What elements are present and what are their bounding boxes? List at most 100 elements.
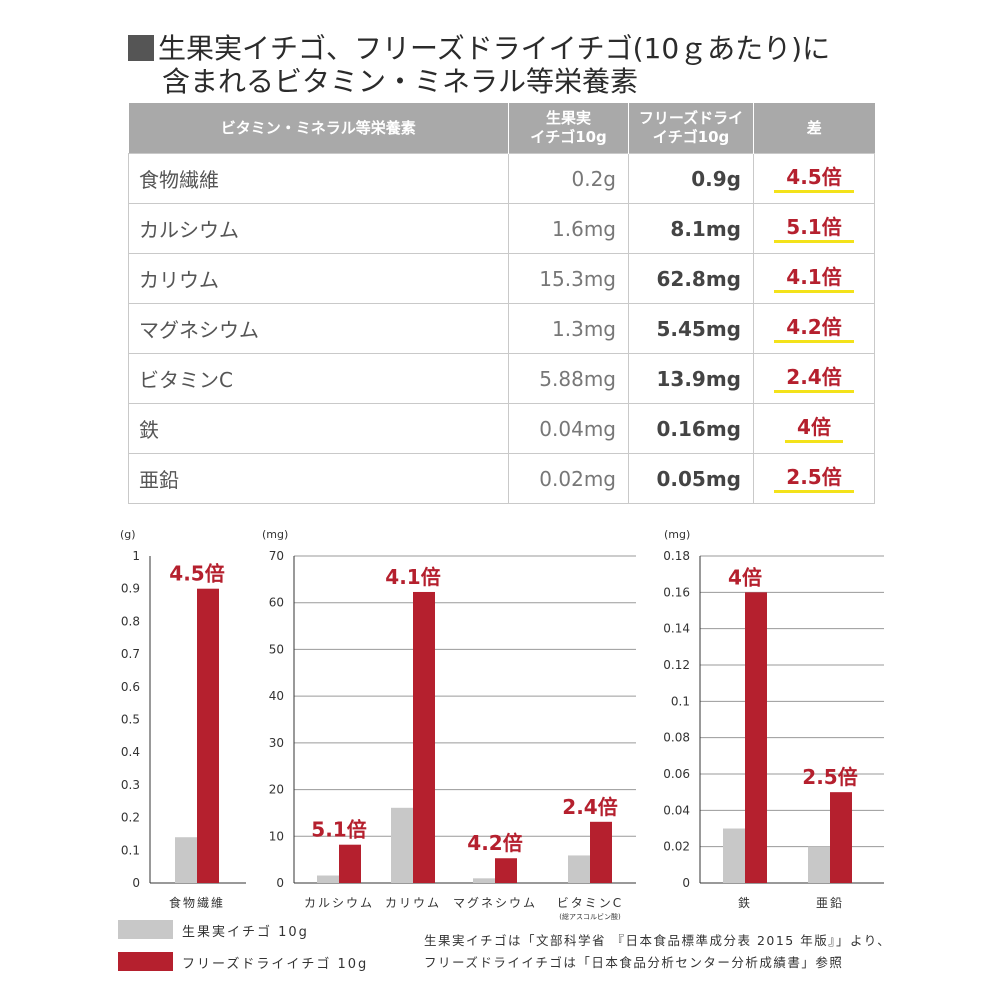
row-name: カリウム	[128, 253, 509, 304]
table-row: カリウム 15.3mg 62.8mg 4.1倍	[128, 253, 875, 304]
bar-fresh	[391, 807, 413, 883]
y-tick-label: 70	[269, 549, 284, 563]
row-dried: 5.45mg	[628, 303, 754, 354]
bar-fresh	[568, 855, 590, 883]
nutrient-table: ビタミン・ミネラル等栄養素 生果実 イチゴ10g フリーズドライ イチゴ10g 差 …	[128, 103, 875, 504]
bar-dried	[495, 858, 517, 883]
row-diff: 2.5倍	[753, 453, 875, 504]
y-tick-label: 30	[269, 736, 284, 750]
y-tick-label: 0.08	[663, 731, 690, 745]
y-tick-label: 0.18	[663, 549, 690, 563]
bar-fresh	[723, 828, 745, 883]
page-title: 生果実イチゴ、フリーズドライイチゴ(10ｇあたり)に 含まれるビタミン・ミネラル…	[128, 32, 830, 98]
title-line2: 含まれるビタミン・ミネラル等栄養素	[162, 65, 639, 98]
row-diff: 4倍	[753, 403, 875, 454]
bar-fresh	[175, 837, 197, 883]
ratio-label: 4.1倍	[385, 565, 440, 589]
table-header-row: ビタミン・ミネラル等栄養素 生果実 イチゴ10g フリーズドライ イチゴ10g 差	[128, 103, 875, 154]
header-dried: フリーズドライ イチゴ10g	[628, 103, 754, 154]
row-diff: 5.1倍	[753, 203, 875, 254]
ratio-label: 5.1倍	[311, 818, 366, 842]
bar-fresh	[808, 846, 830, 883]
row-diff: 4.5倍	[753, 153, 875, 204]
square-bullet-icon	[128, 35, 154, 61]
y-tick-label: 20	[269, 783, 284, 797]
y-tick-label: 60	[269, 596, 284, 610]
y-tick-label: 0.02	[663, 840, 690, 854]
table-row: 食物繊維 0.2g 0.9g 4.5倍	[128, 153, 875, 204]
y-tick-label: 0.2	[121, 811, 140, 825]
row-dried: 62.8mg	[628, 253, 754, 304]
row-dried: 0.05mg	[628, 453, 754, 504]
row-fresh: 15.3mg	[508, 253, 629, 304]
row-name: ビタミンC	[128, 353, 509, 404]
ratio-label: 4倍	[728, 565, 762, 589]
y-tick-label: 0	[276, 876, 284, 890]
row-fresh: 0.04mg	[508, 403, 629, 454]
row-dried: 0.9g	[628, 153, 754, 204]
row-diff: 4.2倍	[753, 303, 875, 354]
x-category-label: 鉄	[738, 895, 752, 910]
bar-dried	[745, 592, 767, 883]
y-tick-label: 0.9	[121, 582, 140, 596]
ratio-label: 2.5倍	[802, 765, 857, 789]
x-category-label: ビタミンC	[557, 896, 623, 910]
row-name: 鉄	[128, 403, 509, 454]
title-line1: 生果実イチゴ、フリーズドライイチゴ(10ｇあたり)に	[158, 32, 831, 65]
row-fresh: 1.6mg	[508, 203, 629, 254]
legend-label-fresh: 生果実イチゴ 10g	[182, 925, 309, 940]
y-tick-label: 0.8	[121, 614, 140, 628]
y-tick-label: 0.6	[121, 680, 140, 694]
legend-swatch-fresh	[118, 920, 173, 939]
bar-dried	[197, 588, 219, 883]
legend-swatch-dried	[118, 952, 173, 971]
header-fresh: 生果実 イチゴ10g	[508, 103, 629, 154]
y-tick-label: 10	[269, 829, 284, 843]
ratio-label: 4.5倍	[169, 562, 224, 586]
table-row: 亜鉛 0.02mg 0.05mg 2.5倍	[128, 453, 875, 504]
bar-fresh	[473, 878, 495, 883]
y-tick-label: 0.14	[663, 622, 690, 636]
row-name: 亜鉛	[128, 453, 509, 504]
x-category-label: 食物繊維	[169, 895, 225, 910]
x-category-label: カリウム	[385, 896, 441, 910]
bar-dried	[590, 821, 612, 883]
row-fresh: 0.2g	[508, 153, 629, 204]
legend-label-dried: フリーズドライイチゴ 10g	[182, 957, 369, 972]
y-tick-label: 0.04	[663, 803, 690, 817]
ratio-label: 4.2倍	[467, 831, 522, 855]
table-row: ビタミンC 5.88mg 13.9mg 2.4倍	[128, 353, 875, 404]
y-tick-label: 50	[269, 642, 284, 656]
x-category-sublabel: (総アスコルビン酸)	[559, 912, 621, 921]
row-fresh: 0.02mg	[508, 453, 629, 504]
header-diff: 差	[753, 103, 875, 154]
row-diff: 2.4倍	[753, 353, 875, 404]
source-note-line1: 生果実イチゴは「文部科学省 『日本食品標準成分表 2015 年版』」より、	[424, 933, 892, 948]
bar-fresh	[317, 875, 339, 883]
axis-unit-label: (mg)	[262, 528, 288, 541]
y-tick-label: 0.4	[121, 745, 140, 759]
y-tick-label: 0.3	[121, 778, 140, 792]
y-tick-label: 0.06	[663, 767, 690, 781]
x-category-label: 亜鉛	[816, 896, 844, 910]
axis-unit-label: (mg)	[664, 528, 690, 541]
ratio-label: 2.4倍	[562, 795, 617, 819]
y-tick-label: 1	[132, 549, 140, 563]
row-name: 食物繊維	[128, 153, 509, 204]
y-tick-label: 0.5	[121, 713, 140, 727]
y-tick-label: 40	[269, 689, 284, 703]
x-category-label: カルシウム	[304, 896, 374, 910]
y-tick-label: 0	[132, 876, 140, 890]
y-tick-label: 0.7	[121, 647, 140, 661]
header-nutrient: ビタミン・ミネラル等栄養素	[128, 103, 509, 154]
y-tick-label: 0.1	[671, 694, 690, 708]
y-tick-label: 0.1	[121, 843, 140, 857]
y-tick-label: 0	[682, 876, 690, 890]
axis-unit-label: (g)	[120, 528, 136, 541]
bar-dried	[339, 844, 361, 883]
table-row: 鉄 0.04mg 0.16mg 4倍	[128, 403, 875, 454]
y-tick-label: 0.12	[663, 658, 690, 672]
bar-dried	[830, 792, 852, 883]
table-row: マグネシウム 1.3mg 5.45mg 4.2倍	[128, 303, 875, 354]
